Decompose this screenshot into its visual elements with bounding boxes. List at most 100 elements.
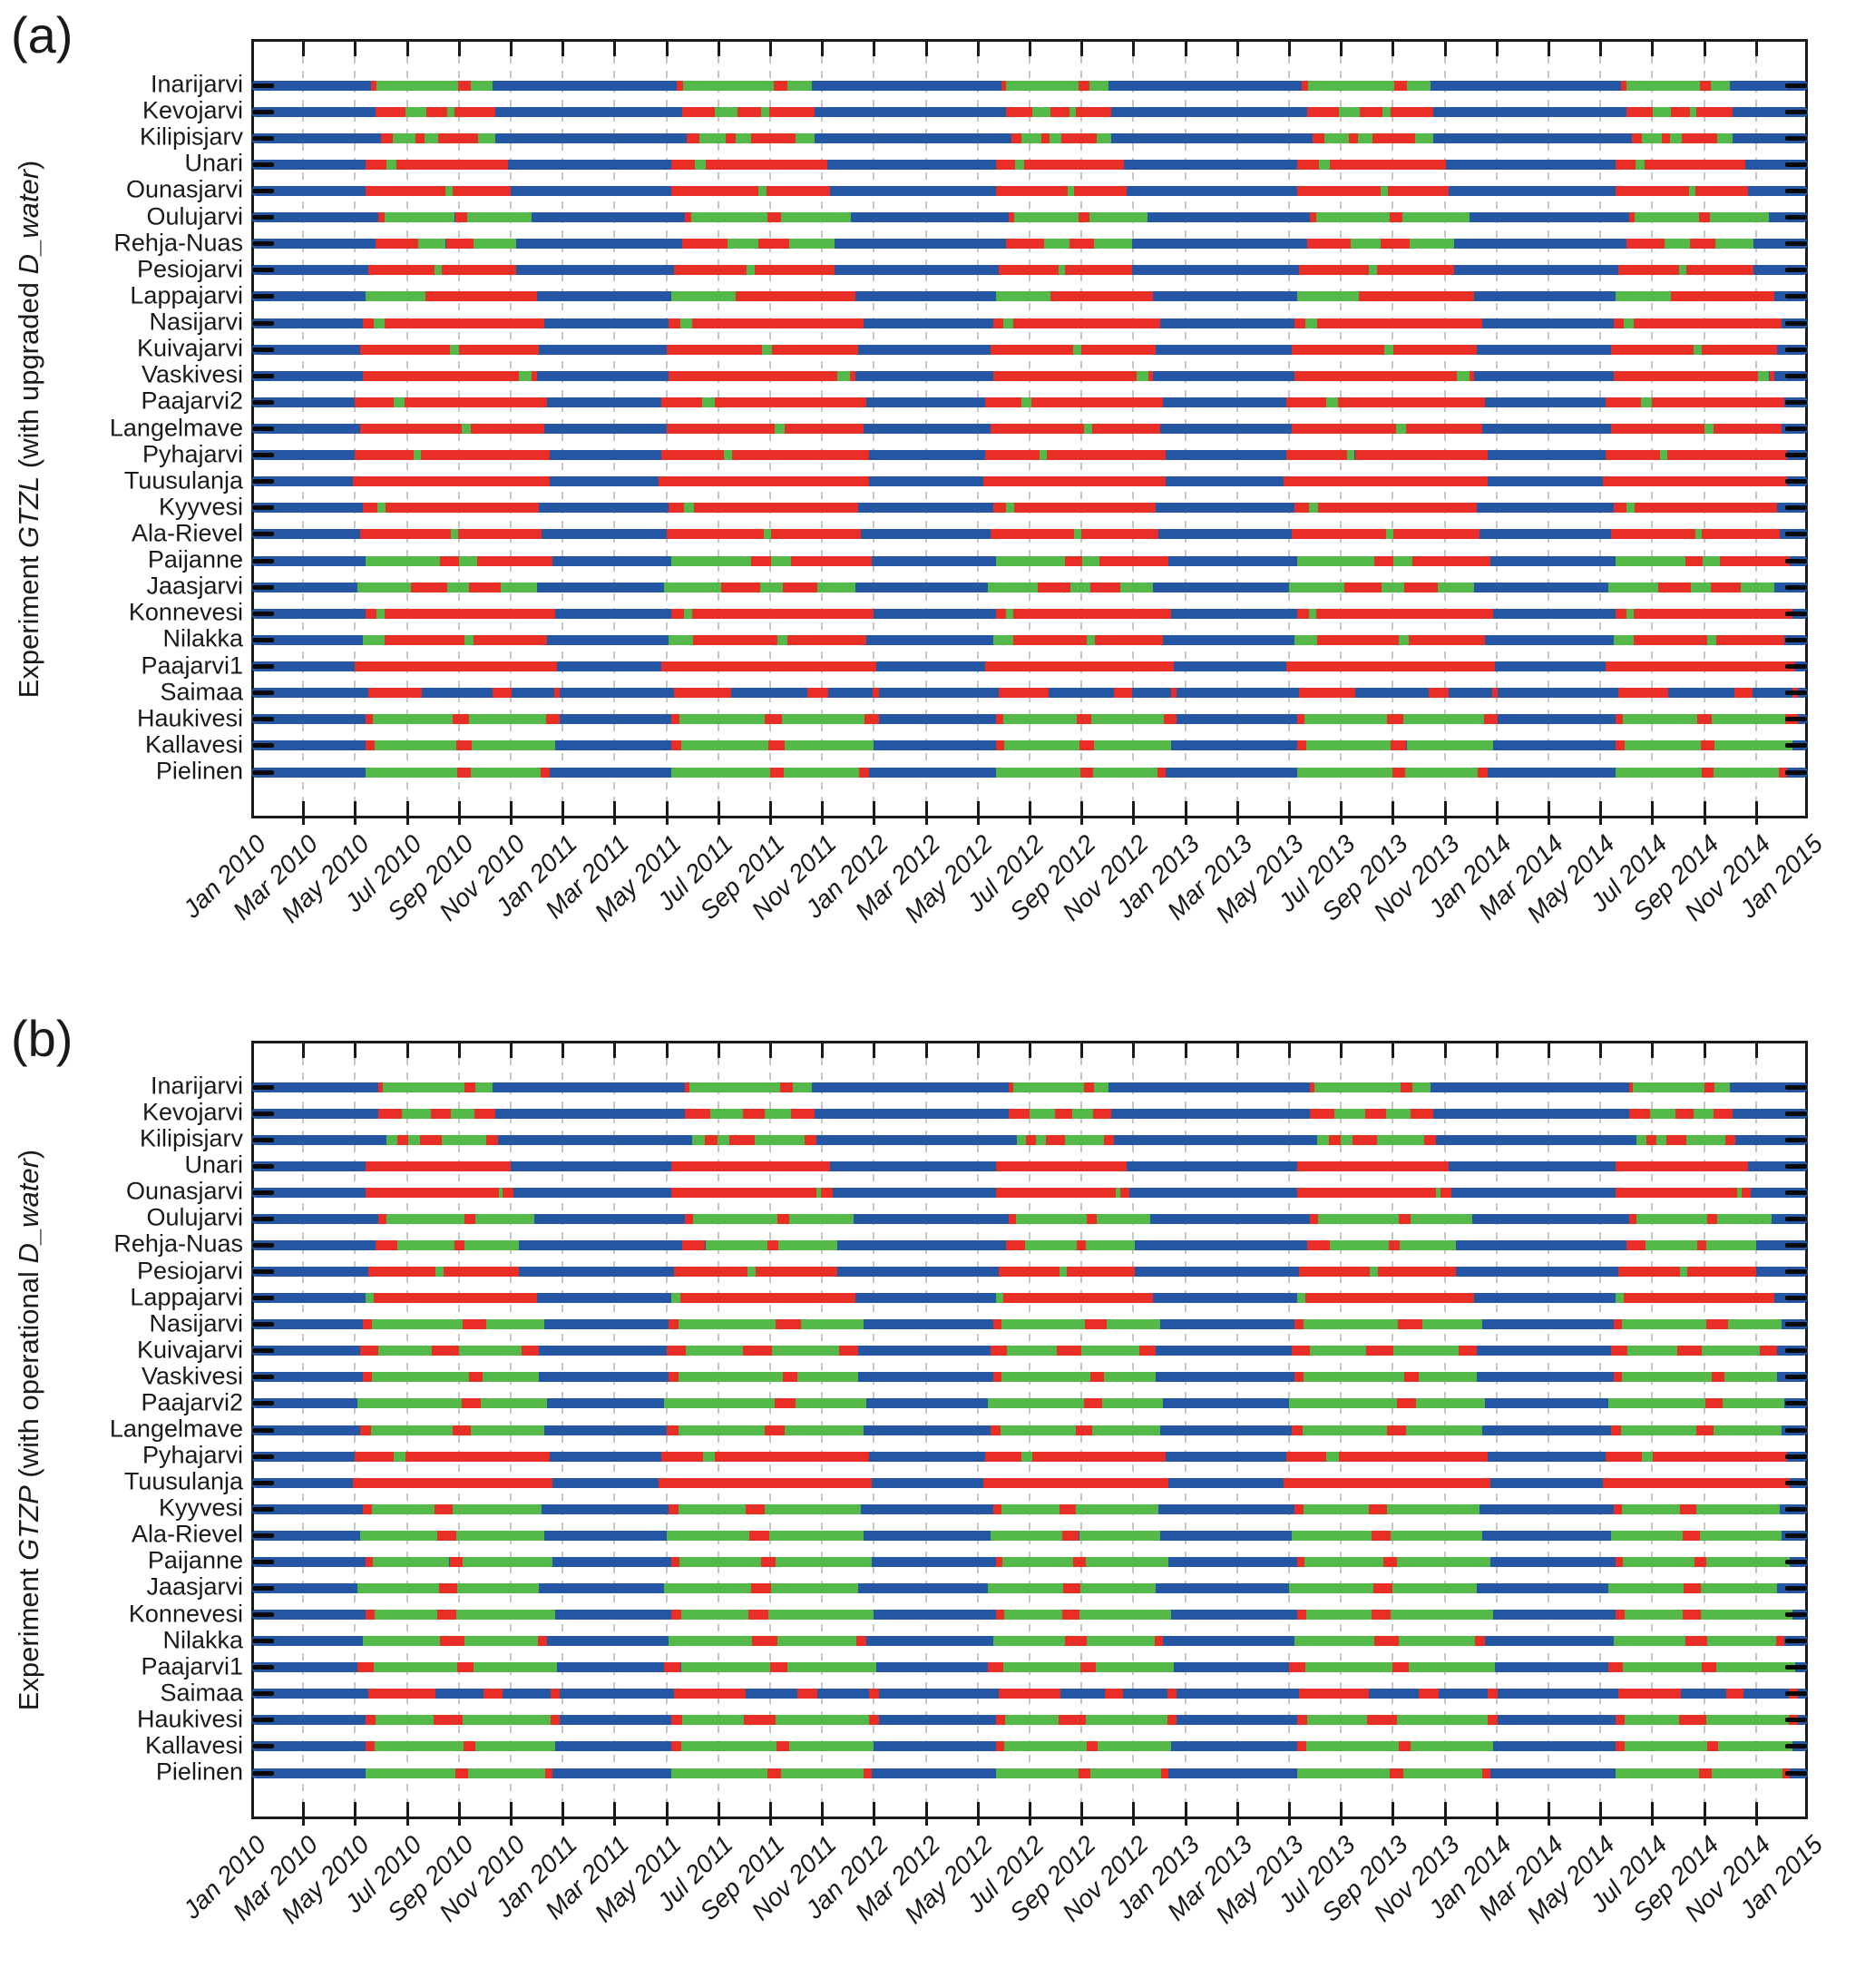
timeline-segment-r (432, 1346, 459, 1356)
timeline-segment-g (1403, 714, 1484, 725)
x-tick-outside (718, 818, 720, 825)
timeline-segment-r (660, 397, 703, 407)
y-tick-right (1785, 505, 1807, 511)
timeline-segment-b (1152, 582, 1289, 592)
timeline-segment-r (1634, 634, 1708, 645)
x-tick-top (302, 42, 305, 56)
timeline-segment-r (1616, 1715, 1626, 1726)
timeline-segment-g (775, 424, 785, 434)
timeline-row (251, 476, 1808, 487)
x-tick-top (1496, 1043, 1499, 1058)
timeline-segment-r (1618, 265, 1680, 276)
timeline-segment-g (1405, 1425, 1483, 1435)
timeline-segment-r (680, 1293, 856, 1304)
timeline-segment-r (774, 80, 787, 91)
x-tick-bottom (977, 801, 980, 816)
timeline-segment-g (679, 1556, 762, 1567)
y-tick-left (252, 399, 274, 405)
timeline-segment-g (1690, 106, 1697, 117)
timeline-segment-g (692, 1134, 705, 1145)
timeline-segment-r (1685, 555, 1704, 566)
y-tick-left (252, 637, 274, 642)
timeline-segment-b (251, 1425, 361, 1435)
timeline-segment-r (367, 688, 422, 699)
timeline-segment-r (1399, 1213, 1411, 1224)
timeline-row (251, 1319, 1808, 1330)
timeline-segment-b (835, 265, 999, 276)
x-tick-outside (1392, 1819, 1394, 1826)
timeline-segment-r (744, 1715, 776, 1726)
timeline-segment-g (365, 291, 425, 302)
timeline-segment-b (879, 1689, 999, 1699)
timeline-segment-g (376, 80, 459, 91)
timeline-segment-r (769, 1662, 787, 1673)
timeline-segment-g (1392, 1582, 1478, 1593)
timeline-segment-r (419, 1134, 443, 1145)
timeline-segment-r (767, 212, 781, 223)
timeline-segment-r (357, 1662, 374, 1673)
timeline-segment-r (1050, 106, 1069, 117)
timeline-segment-g (1021, 1451, 1033, 1462)
timeline-segment-b (251, 1662, 358, 1673)
timeline-segment-r (454, 1768, 469, 1778)
y-tick-right (1785, 1427, 1807, 1433)
timeline-segment-r (855, 1636, 866, 1647)
timeline-segment-r (1725, 1689, 1744, 1699)
timeline-segment-r (1147, 370, 1153, 381)
timeline-segment-r (1307, 106, 1339, 117)
timeline-segment-g (1711, 1768, 1783, 1778)
timeline-segment-r (1059, 1503, 1076, 1514)
y-tick-left (252, 135, 274, 141)
timeline-segment-r (1312, 132, 1325, 143)
timeline-segment-b (1166, 767, 1297, 778)
timeline-segment-r (473, 634, 548, 645)
timeline-segment-r (1618, 1689, 1682, 1699)
timeline-segment-b (837, 1239, 1007, 1250)
timeline-segment-r (715, 1451, 869, 1462)
timeline-segment-r (396, 159, 509, 170)
timeline-segment-r (1626, 1239, 1646, 1250)
timeline-segment-b (1163, 397, 1287, 407)
y-tick-left (252, 373, 274, 378)
timeline-segment-g (444, 185, 453, 196)
timeline-segment-b (1155, 1582, 1289, 1593)
timeline-segment-b (1166, 476, 1284, 487)
timeline-segment-g (1137, 370, 1148, 381)
timeline-row (251, 714, 1808, 725)
timeline-segment-b (251, 1346, 361, 1356)
timeline-segment-b (1753, 265, 1808, 276)
timeline-segment-r (1675, 1108, 1694, 1119)
timeline-segment-g (715, 106, 737, 117)
y-tick-right (1785, 637, 1807, 642)
timeline-segment-r (995, 159, 1016, 170)
timeline-segment-g (770, 1582, 859, 1593)
timeline-segment-g (1416, 1398, 1485, 1409)
x-tick-outside (613, 1819, 616, 1826)
timeline-segment-r (1138, 1346, 1156, 1356)
timeline-segment-g (463, 1715, 551, 1726)
timeline-segment-g (1319, 159, 1330, 170)
timeline-segment-b (1743, 1689, 1789, 1699)
timeline-segment-b (251, 555, 366, 566)
y-tick-left (252, 769, 274, 775)
timeline-segment-r (873, 688, 880, 699)
x-tick-top (510, 42, 513, 56)
lake-label: Kevojarvi (142, 96, 243, 124)
x-tick-outside (354, 1819, 356, 1826)
timeline-row (251, 1425, 1808, 1435)
timeline-segment-r (988, 1662, 1003, 1673)
timeline-segment-r (1394, 80, 1408, 91)
timeline-segment-r (1084, 1398, 1102, 1409)
timeline-segment-r (1085, 1319, 1108, 1330)
y-tick-right (1785, 532, 1807, 537)
timeline-segment-r (684, 212, 691, 223)
timeline-segment-b (853, 1213, 1010, 1224)
timeline-segment-b (1168, 1556, 1297, 1567)
timeline-segment-r (378, 1213, 386, 1224)
timeline-segment-g (1003, 318, 1014, 328)
y-tick-left (252, 294, 274, 299)
timeline-segment-r (1316, 634, 1400, 645)
timeline-segment-g (1084, 424, 1093, 434)
timeline-segment-b (1155, 1346, 1292, 1356)
timeline-segment-g (1694, 529, 1702, 540)
